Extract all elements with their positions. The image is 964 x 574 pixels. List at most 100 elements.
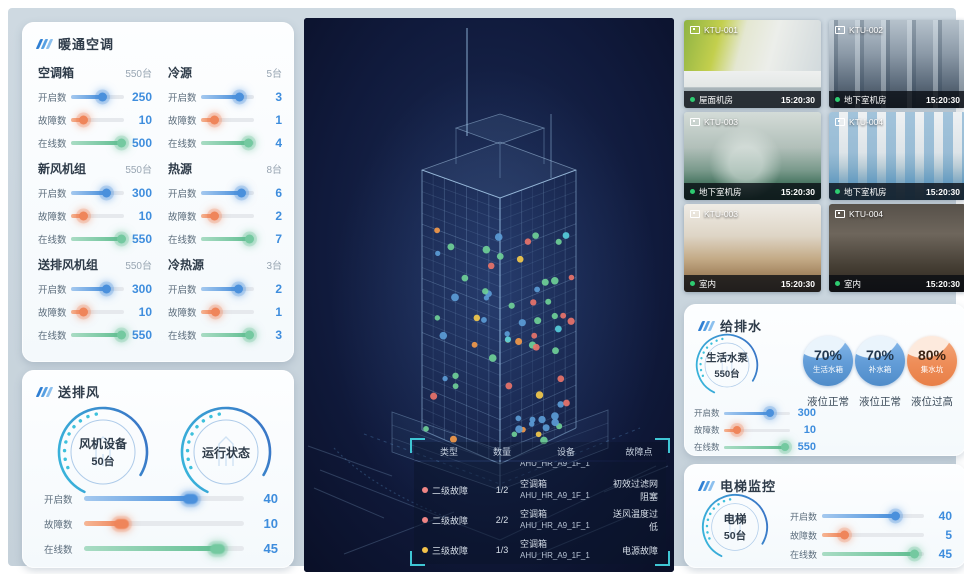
slider-track[interactable] <box>822 549 924 559</box>
slider-track[interactable] <box>201 284 254 294</box>
slider-fill <box>201 188 247 198</box>
camera-tile[interactable]: KTU-003 室内 15:20:30 <box>684 204 821 292</box>
metric-value: 500 <box>131 136 152 150</box>
slider-track[interactable] <box>84 493 244 504</box>
slider-track[interactable] <box>71 211 124 221</box>
camera-timestamp: 15:20:30 <box>925 186 960 197</box>
camera-tile[interactable]: KTU-004 地下室机房 15:20:30 <box>829 112 964 200</box>
slider-knob[interactable] <box>237 188 247 198</box>
slider-track[interactable] <box>71 138 127 148</box>
fault-type-cell: 二级故障 <box>414 514 484 527</box>
slider-knob[interactable] <box>780 443 789 451</box>
fault-row[interactable]: 二级故障 2/2 空调箱 AHU_HR_A9_1F_1 送风温度过低 <box>414 505 666 535</box>
water-panel-title-text: 给排水 <box>720 319 763 334</box>
slider-track[interactable] <box>201 188 254 198</box>
slider-knob[interactable] <box>210 543 225 554</box>
device-group-count: 3台 <box>266 261 282 272</box>
slider-knob[interactable] <box>117 330 127 340</box>
camera-tile[interactable]: KTU-002 地下室机房 15:20:30 <box>829 20 964 108</box>
metric-value: 300 <box>797 407 816 419</box>
slider-track[interactable] <box>201 211 254 221</box>
slider-track[interactable] <box>71 188 124 198</box>
slider-knob[interactable] <box>117 138 127 148</box>
slider-track[interactable] <box>822 530 924 540</box>
slider-track[interactable] <box>201 234 254 244</box>
slider-knob[interactable] <box>766 409 775 417</box>
building-3d-view[interactable]: 类型 数量 设备 故障点 AHU_HR_A9_1F_1 二级故障 1/2 空调箱 AHU… <box>304 18 674 572</box>
slider-track[interactable] <box>71 92 124 102</box>
slider-track[interactable] <box>201 115 254 125</box>
slider-knob[interactable] <box>235 92 245 102</box>
slider-knob[interactable] <box>733 426 742 434</box>
slider-fill <box>822 530 850 540</box>
slider-track[interactable] <box>84 518 244 529</box>
metric-value: 45 <box>938 547 952 561</box>
slider-knob[interactable] <box>243 138 253 148</box>
slider-knob[interactable] <box>244 330 254 340</box>
slider-knob[interactable] <box>244 234 254 244</box>
fault-severity: 二级故障 <box>432 515 469 526</box>
hvac-groups-grid: 空调箱 550台 开启数 250 故障数 10 在线数 500 冷源 5台 开启数 3 故障数 1 在线数 4… <box>38 64 282 352</box>
slider-knob[interactable] <box>891 511 901 521</box>
online-status-dot <box>835 281 840 286</box>
slider-knob[interactable] <box>117 234 127 244</box>
fault-row[interactable]: 二级故障 1/2 空调箱 AHU_HR_A9_1F_1 初效过滤网阻塞 <box>414 475 666 505</box>
fault-severity: 三级故障 <box>432 545 469 556</box>
slider-track[interactable] <box>201 138 254 148</box>
camera-status-bar: 地下室机房 15:20:30 <box>829 183 964 200</box>
hvac-group-header: 空调箱 550台 <box>38 64 152 81</box>
slider-knob[interactable] <box>210 211 220 221</box>
slider-knob[interactable] <box>78 307 88 317</box>
slider-track[interactable] <box>71 284 124 294</box>
fault-type-cell: 三级故障 <box>414 544 484 557</box>
slider-knob[interactable] <box>209 115 219 125</box>
metric-row: 故障数 2 <box>168 209 282 223</box>
slider-knob[interactable] <box>97 92 107 102</box>
metric-row: 开启数 2 <box>168 282 282 296</box>
slider-track[interactable] <box>84 543 244 554</box>
gauge-name: 电梯 <box>723 514 747 526</box>
slider-knob[interactable] <box>114 518 129 529</box>
metric-label: 故障数 <box>38 212 67 223</box>
fault-row[interactable]: 三级故障 1/3 空调箱 AHU_HR_A9_1F_1 电源故障 <box>414 535 666 564</box>
device-id: AHU_HR_A9_1F_1 <box>520 462 590 468</box>
camera-id-text: KTU-003 <box>704 117 739 127</box>
slider-knob[interactable] <box>840 530 850 540</box>
slider-fill <box>71 188 111 198</box>
metric-label: 在线数 <box>168 139 197 150</box>
slider-knob[interactable] <box>78 211 88 221</box>
slider-track[interactable] <box>724 409 790 417</box>
camera-tile[interactable]: KTU-004 室内 15:20:30 <box>829 204 964 292</box>
ring-gauge: 运行状态 <box>178 404 274 500</box>
col-type: 类型 <box>439 446 458 457</box>
metric-row: 在线数 4 <box>168 136 282 150</box>
metric-value: 300 <box>131 186 152 200</box>
camera-tile[interactable]: KTU-003 地下室机房 15:20:30 <box>684 112 821 200</box>
slider-track[interactable] <box>822 511 924 521</box>
slider-knob[interactable] <box>211 307 221 317</box>
slider-track[interactable] <box>201 330 254 340</box>
metric-row: 开启数 250 <box>38 90 152 104</box>
metric-value: 300 <box>131 282 152 296</box>
slider-knob[interactable] <box>101 284 111 294</box>
camera-tile[interactable]: KTU-001 屋面机房 15:20:30 <box>684 20 821 108</box>
slider-track[interactable] <box>201 92 254 102</box>
metric-value: 550 <box>131 232 152 246</box>
slider-track[interactable] <box>71 330 127 340</box>
slider-knob[interactable] <box>78 115 88 125</box>
slider-track[interactable] <box>71 115 124 125</box>
metric-row: 开启数 300 <box>38 282 152 296</box>
slider-knob[interactable] <box>234 284 244 294</box>
slider-track[interactable] <box>71 307 124 317</box>
slider-knob[interactable] <box>909 549 919 559</box>
fan-sliders: 开启数 40 故障数 10 在线数 45 <box>44 481 278 556</box>
slider-knob[interactable] <box>182 493 198 504</box>
slider-track[interactable] <box>71 234 127 244</box>
slider-track[interactable] <box>201 307 254 317</box>
slider-fill <box>71 138 127 148</box>
metric-value: 1 <box>275 113 282 127</box>
slider-knob[interactable] <box>101 188 111 198</box>
camera-icon <box>690 118 700 126</box>
slider-track[interactable] <box>724 443 790 451</box>
slider-track[interactable] <box>724 426 790 434</box>
